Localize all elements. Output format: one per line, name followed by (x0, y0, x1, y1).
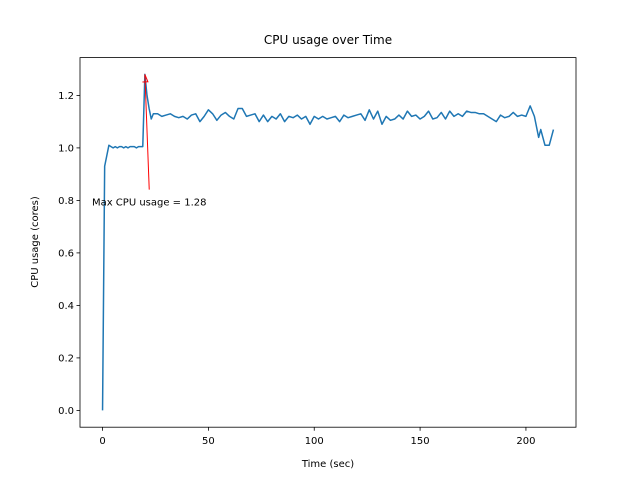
y-axis-label: CPU usage (cores) (30, 196, 41, 288)
x-tick-label: 50 (202, 436, 215, 447)
x-axis-label: Time (sec) (301, 459, 354, 470)
chart-title: CPU usage over Time (264, 33, 392, 47)
x-tick-label: 150 (411, 436, 430, 447)
x-tick-label: 200 (516, 436, 535, 447)
y-tick-label: 0.2 (58, 353, 74, 364)
y-tick-label: 0.8 (58, 196, 74, 207)
data-line (101, 73, 555, 411)
y-tick-label: 0.0 (58, 406, 74, 417)
annotation-arrowhead (142, 74, 149, 83)
annotation-arrow (144, 74, 150, 190)
y-tick-label: 0.4 (58, 301, 74, 312)
y-tick-label: 1.0 (58, 143, 74, 154)
y-tick-label: 1.2 (58, 91, 74, 102)
annotation-text: Max CPU usage = 1.28 (92, 198, 207, 209)
x-tick-label: 100 (305, 436, 324, 447)
x-tick-label: 0 (99, 436, 105, 447)
y-tick-label: 0.6 (58, 248, 74, 259)
plot-frame (79, 57, 577, 428)
